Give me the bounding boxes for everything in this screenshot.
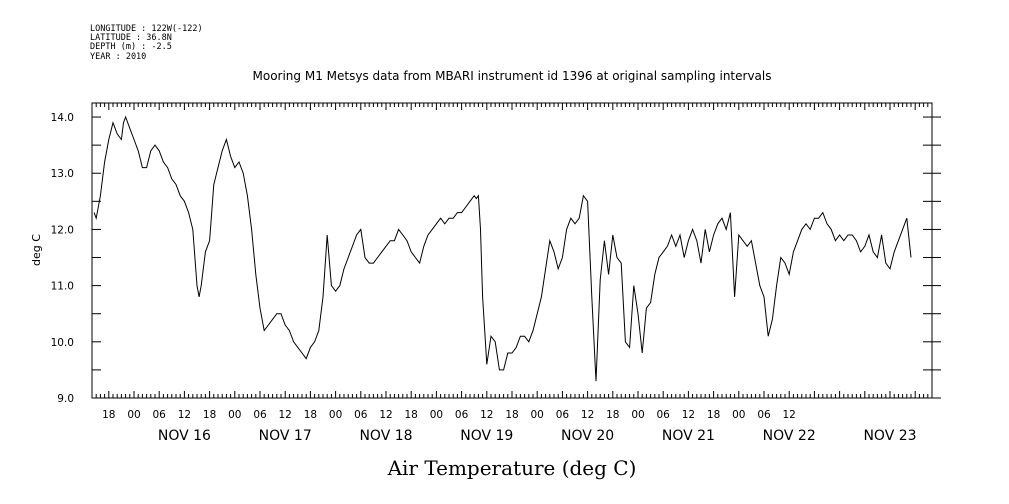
x-tick-label: 12: [379, 409, 392, 421]
x-tick-labels: 18 00 06 12 18 00 06 12 18 00 06 12 18 00 06 12 18 00 06 12…: [102, 409, 796, 421]
x-tick-label: 18: [505, 409, 518, 421]
y-tick-label: 10.0: [51, 337, 74, 349]
x-axis-label: Air Temperature (deg C): [387, 456, 637, 480]
x-day-label: NOV 23: [863, 428, 916, 444]
x-tick-label: 18: [304, 409, 317, 421]
x-day-labels: NOV 16 NOV 17 NOV 18 NOV 19 NOV 20 NOV 21 NOV …: [158, 428, 917, 444]
x-day-label: NOV 22: [763, 428, 816, 444]
x-tick-label: 18: [405, 409, 418, 421]
x-tick-label: 12: [279, 409, 292, 421]
tick-marks: [91, 103, 941, 399]
year-text: YEAR : 2010: [90, 52, 146, 62]
x-tick-label: 00: [127, 409, 140, 421]
x-day-label: NOV 18: [359, 428, 412, 444]
longitude-text: LONGITUDE : 122W(-122): [90, 24, 203, 34]
x-tick-label: 06: [153, 409, 167, 421]
x-tick-label: 00: [430, 409, 443, 421]
x-tick-label: 06: [556, 409, 570, 421]
x-tick-label: 18: [203, 409, 216, 421]
x-day-label: NOV 21: [662, 428, 715, 444]
x-tick-label: 06: [455, 409, 469, 421]
depth-text: DEPTH (m) : -2.5: [90, 42, 172, 52]
x-tick-label: 00: [228, 409, 241, 421]
x-tick-label: 00: [631, 409, 644, 421]
y-tick-label: 12.0: [51, 224, 74, 236]
y-axis-label: deg C: [30, 234, 43, 266]
x-tick-label: 18: [707, 409, 720, 421]
x-day-label: NOV 20: [561, 428, 614, 444]
chart-title: Mooring M1 Metsys data from MBARI instru…: [253, 69, 772, 83]
x-tick-label: 12: [178, 409, 191, 421]
plot-frame: [91, 102, 933, 399]
x-tick-label: 12: [682, 409, 695, 421]
metadata-block: LONGITUDE : 122W(-122) LATITUDE : 36.8N …: [90, 24, 203, 62]
y-tick-label: 13.0: [51, 168, 74, 180]
x-tick-label: 12: [783, 409, 796, 421]
air-temperature-line: [93, 115, 912, 382]
x-day-label: NOV 16: [158, 428, 211, 444]
x-tick-label: 06: [354, 409, 368, 421]
x-tick-label: 12: [581, 409, 594, 421]
x-tick-label: 00: [329, 409, 342, 421]
x-tick-label: 18: [102, 409, 115, 421]
x-tick-label: 06: [253, 409, 267, 421]
x-tick-label: 06: [657, 409, 671, 421]
y-tick-label: 11.0: [51, 281, 74, 293]
latitude-text: LATITUDE : 36.8N: [90, 33, 172, 43]
x-tick-label: 18: [606, 409, 619, 421]
x-day-label: NOV 17: [259, 428, 312, 444]
x-tick-label: 00: [732, 409, 745, 421]
y-tick-label: 9.0: [57, 393, 74, 405]
x-tick-label: 06: [757, 409, 771, 421]
x-tick-label: 00: [531, 409, 544, 421]
x-day-label: NOV 19: [460, 428, 513, 444]
y-tick-label: 14.0: [51, 112, 74, 124]
x-tick-label: 12: [480, 409, 493, 421]
y-tick-labels: 9.0 10.0 11.0 12.0 13.0 14.0: [51, 112, 74, 405]
